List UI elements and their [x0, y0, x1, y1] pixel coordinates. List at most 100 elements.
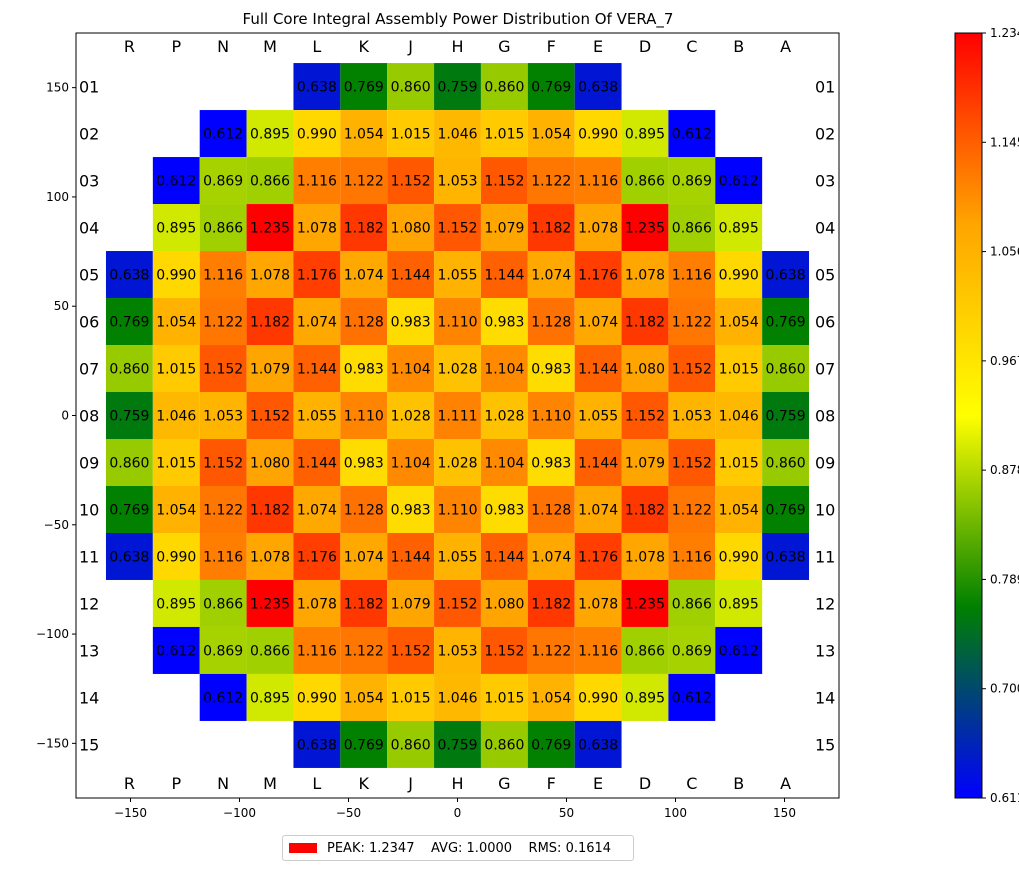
column-label: D: [639, 37, 651, 56]
cell-value-label: 0.990: [719, 268, 759, 284]
cell-value-label: 1.080: [391, 221, 431, 237]
heatmap-cell: [527, 720, 575, 768]
cell-value-label: 1.046: [437, 690, 477, 706]
heatmap-cell: [434, 204, 481, 252]
row-label: 03: [815, 172, 835, 191]
cell-value-label: 1.015: [391, 690, 431, 706]
cell-value-label: 1.152: [672, 362, 712, 378]
cell-value-label: 1.078: [250, 549, 290, 565]
heatmap-cell: [152, 345, 200, 393]
cell-value-label: 1.074: [578, 502, 618, 518]
cell-value-label: 1.074: [344, 549, 384, 565]
cell-value-label: 0.866: [203, 596, 243, 612]
cell-value-label: 1.015: [484, 127, 524, 143]
heatmap-cell: [762, 392, 810, 439]
cell-value-label: 1.074: [297, 315, 337, 331]
heatmap-cell: [434, 720, 481, 768]
cell-value-label: 1.054: [344, 690, 384, 706]
cell-value-label: 0.983: [531, 362, 571, 378]
x-tick-label: −150: [114, 806, 147, 820]
cell-value-label: 0.860: [391, 737, 431, 753]
heatmap-cell: [340, 673, 388, 721]
x-tick-label: −50: [336, 806, 361, 820]
cell-value-label: 1.144: [578, 362, 618, 378]
row-label: 02: [79, 125, 99, 144]
cell-value-label: 1.079: [391, 596, 431, 612]
row-label: 07: [815, 360, 835, 379]
row-label: 12: [79, 594, 99, 613]
cell-value-label: 0.769: [766, 315, 806, 331]
cell-value-label: 0.983: [484, 502, 524, 518]
heatmap-cell: [480, 485, 528, 533]
cell-value-label: 1.015: [156, 455, 196, 471]
cell-value-label: 0.866: [203, 221, 243, 237]
heatmap-cell: [199, 392, 247, 439]
heatmap-cell: [105, 532, 153, 580]
cell-value-label: 1.152: [625, 409, 665, 425]
heatmap-cell: [668, 673, 716, 721]
column-label: C: [686, 37, 697, 56]
heatmap-cell: [715, 392, 763, 439]
heatmap-cell: [434, 579, 481, 627]
x-tick-label: 150: [773, 806, 796, 820]
column-label: C: [686, 774, 697, 793]
heatmap-cell: [105, 392, 153, 439]
heatmap-cell: [668, 579, 716, 627]
heatmap-cell: [715, 157, 763, 205]
heatmap-cell: [246, 345, 294, 393]
cell-value-label: 1.054: [531, 690, 571, 706]
row-label: 11: [815, 547, 835, 566]
cell-value-label: 1.055: [578, 409, 618, 425]
heatmap-cell: [715, 298, 763, 346]
heatmap-cell: [762, 298, 810, 346]
y-tick-label: 0: [61, 409, 69, 423]
heatmap-cell: [621, 345, 669, 393]
column-label: H: [451, 37, 463, 56]
heatmap-cell: [668, 110, 716, 158]
heatmap-cell: [480, 204, 528, 252]
heatmap-cell: [480, 392, 528, 439]
row-label: 03: [79, 172, 99, 191]
heatmap-cell: [340, 157, 388, 205]
cell-value-label: 0.990: [297, 127, 337, 143]
heatmap-cell: [480, 626, 528, 674]
cell-value-label: 1.015: [719, 362, 759, 378]
heatmap-cell: [527, 298, 575, 346]
heatmap-cell: [387, 251, 435, 299]
cell-value-label: 0.769: [109, 502, 149, 518]
colorbar-ticks: 1.2347 1.1457 1.0567 0.9678 0.8788 0.7898 0.70…: [982, 26, 1019, 805]
cell-value-label: 1.144: [484, 549, 524, 565]
column-label: D: [639, 774, 651, 793]
heatmap-cell: [715, 532, 763, 580]
row-label: 14: [815, 688, 835, 707]
heatmap-cell: [434, 392, 481, 439]
heatmap-cell: [621, 485, 669, 533]
cell-value-label: 0.638: [578, 80, 618, 96]
cell-value-label: 0.769: [344, 737, 384, 753]
heatmap-cell: [527, 110, 575, 158]
cell-value-label: 0.860: [109, 362, 149, 378]
heatmap-cell: [246, 157, 294, 205]
column-labels: R R P P N N M M L L K K J J H H G G F F E E D D C C B B A A: [124, 37, 791, 793]
cell-value-label: 1.054: [531, 127, 571, 143]
heatmap-cell: [340, 63, 388, 111]
y-tick-label: −150: [36, 736, 69, 750]
heatmap-cell: [434, 251, 481, 299]
heatmap-cell: [434, 298, 481, 346]
cell-value-label: 0.895: [625, 690, 665, 706]
heatmap-cell: [293, 392, 341, 439]
heatmap-cells: 0.638 0.769 0.860 0.759 0.860 0.769 0.638 0.612…: [105, 63, 810, 768]
column-label: P: [171, 774, 181, 793]
heatmap-cell: [199, 110, 247, 158]
heatmap-cell: [293, 438, 341, 486]
colorbar-tick-label: 0.7008: [990, 682, 1019, 696]
heatmap-cell: [527, 626, 575, 674]
cell-value-label: 1.053: [437, 643, 477, 659]
heatmap-cell: [480, 157, 528, 205]
cell-value-label: 0.638: [297, 737, 337, 753]
cell-value-label: 1.074: [531, 549, 571, 565]
cell-value-label: 1.028: [484, 409, 524, 425]
cell-value-label: 0.638: [578, 737, 618, 753]
cell-value-label: 0.983: [531, 455, 571, 471]
heatmap-cell: [293, 63, 341, 111]
